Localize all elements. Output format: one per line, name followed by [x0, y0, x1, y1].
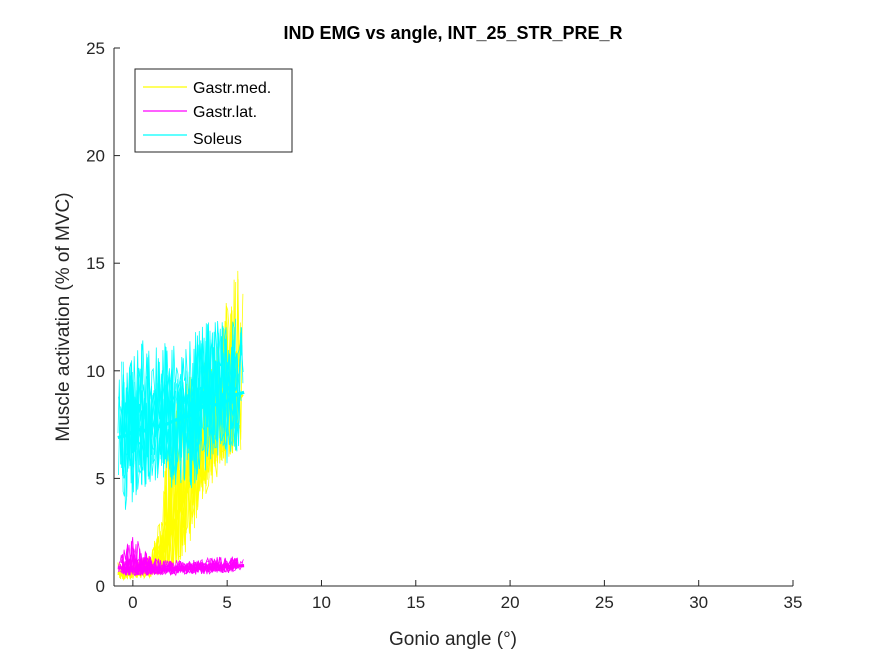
- mean-trace: [117, 390, 245, 440]
- y-tick-label: 25: [86, 39, 105, 58]
- legend-label-gastr-lat: Gastr.lat.: [193, 104, 257, 121]
- y-tick-label: 15: [86, 254, 105, 273]
- x-tick-label: 10: [312, 593, 331, 612]
- series-soleus: [117, 318, 245, 510]
- x-tick-label: 35: [784, 593, 803, 612]
- legend-entry-gastr-med: Gastr.med.: [143, 80, 271, 97]
- x-axis-label: Gonio angle (°): [389, 629, 517, 650]
- x-tick-label: 25: [595, 593, 614, 612]
- y-tick-label: 10: [86, 362, 105, 381]
- legend-entry-soleus: Soleus: [143, 131, 242, 148]
- legend-label-gastr-med: Gastr.med.: [193, 80, 271, 97]
- legend-entry-gastr-lat: Gastr.lat.: [143, 104, 257, 121]
- x-axis: 0 5 10 15 20 25 30 35: [128, 580, 802, 612]
- y-tick-label: 20: [86, 147, 105, 166]
- trial-trace: [118, 548, 238, 576]
- legend-label-soleus: Soleus: [193, 131, 242, 148]
- y-axis-label: Muscle activation (% of MVC): [53, 192, 74, 441]
- plot-area: [117, 270, 245, 582]
- chart-title: IND EMG vs angle, INT_25_STR_PRE_R: [283, 23, 622, 43]
- y-tick-label: 0: [96, 577, 105, 596]
- x-tick-label: 15: [406, 593, 425, 612]
- x-tick-label: 5: [222, 593, 231, 612]
- legend: Gastr.med. Gastr.lat. Soleus: [134, 68, 293, 153]
- mean-trace: [117, 564, 245, 572]
- x-tick-label: 30: [689, 593, 708, 612]
- trial-trace: [120, 326, 238, 486]
- y-tick-label: 5: [96, 469, 105, 488]
- series-gastr-lat: [117, 536, 245, 577]
- x-tick-label: 20: [501, 593, 520, 612]
- x-tick-label: 0: [128, 593, 137, 612]
- y-axis: 0 5 10 15 20 25: [86, 39, 120, 596]
